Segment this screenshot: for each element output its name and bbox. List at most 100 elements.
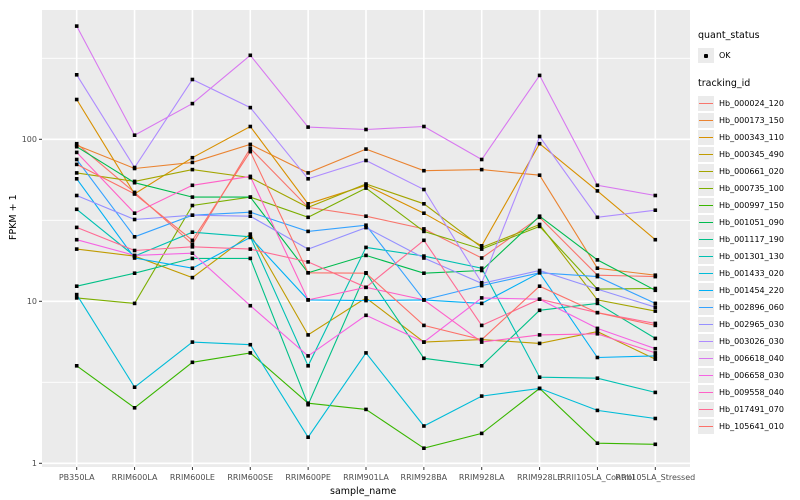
data-point [537,268,542,273]
data-point [537,386,542,391]
legend-key-box [698,283,714,298]
legend-entry-label: Hb_009558_040 [719,388,784,397]
data-point [190,167,195,172]
data-point [74,247,79,251]
data-point [74,171,79,175]
data-point [132,192,137,196]
legend-entry-Hb_000997_150: Hb_000997_150 [698,197,798,214]
data-point [306,354,310,358]
data-point [537,73,542,78]
series-color-line-icon [699,409,713,410]
data-point [653,321,658,326]
data-point [422,238,426,243]
data-point [364,225,368,230]
data-point [364,147,368,151]
data-point [132,406,137,410]
data-point [364,223,368,227]
legend-entry-label: Hb_000997_150 [719,201,784,210]
y-tick-label: 1 [32,459,37,468]
data-point [422,298,426,302]
series-color-line-icon [699,392,713,393]
data-point [306,247,310,251]
legend-entry-label: Hb_000024_120 [719,99,784,108]
data-point [595,266,600,270]
data-point [306,177,310,181]
legend-entry-label: Hb_000661_020 [719,167,784,176]
legend-entry-Hb_006658_030: Hb_006658_030 [698,367,798,384]
data-point [306,333,310,337]
data-point [653,193,658,198]
data-point [479,431,484,436]
data-point [190,340,195,344]
data-point [132,217,137,222]
legend-entry-label: Hb_001301_130 [719,252,784,261]
legend-quant-status-key: OK [698,47,798,64]
data-point [364,351,368,355]
x-tick-label: RRIM600PE [285,473,331,482]
legend-key-box [698,368,714,383]
data-point [364,214,368,218]
data-point [190,183,195,188]
data-point [479,301,484,306]
legend-key-box [698,385,714,400]
series-color-line-icon [699,341,713,342]
data-point [595,258,600,262]
data-point [479,337,484,342]
data-point [422,254,426,258]
legend-tracking-id-title: tracking_id [698,78,751,89]
data-point [364,296,368,300]
legend-key-box [698,419,714,434]
data-point [74,97,79,102]
legend-key-box [698,249,714,264]
legend-key-box [698,147,714,162]
legend-entry-label: Hb_001454_220 [719,286,784,295]
series-color-line-icon [699,103,713,104]
data-point [364,186,368,190]
data-point [364,271,368,275]
legend-key-box [698,266,714,281]
data-point [74,292,79,297]
data-point [422,256,426,260]
legend-entry-label: Hb_017491_070 [719,405,784,414]
legend-entry-label: Hb_006658_030 [719,371,784,380]
data-point [190,360,195,365]
series-color-line-icon [699,290,713,291]
data-point [595,332,600,336]
data-point [306,171,310,175]
series-color-line-icon [699,375,713,376]
legend-key-box [698,334,714,349]
data-point [190,256,195,261]
legend-key-box [698,232,714,247]
series-color-line-icon [699,307,713,308]
data-point [653,390,658,395]
data-point [537,341,542,346]
legend-key-box [698,48,714,63]
data-point [74,193,79,198]
legend-entry-Hb_001051_090: Hb_001051_090 [698,214,798,231]
legend-entry-Hb_017491_070: Hb_017491_070 [698,401,798,418]
data-point [248,149,253,154]
data-point [595,301,600,306]
data-point [74,237,79,242]
series-color-line-icon [699,324,713,325]
data-point [190,213,195,217]
data-point [132,180,137,185]
data-point [190,230,195,234]
data-point [653,273,658,277]
legend-entry-Hb_009558_040: Hb_009558_040 [698,384,798,401]
series-color-line-icon [699,137,713,138]
data-point [595,441,600,445]
data-point [190,77,195,82]
legend-entry-Hb_000343_110: Hb_000343_110 [698,129,798,146]
y-axis-title: FPKM + 1 [8,194,19,240]
data-point [248,174,253,179]
legend-entry-label: Hb_002965_030 [719,320,784,329]
legend-entry-Hb_105641_010: Hb_105641_010 [698,418,798,435]
data-point [74,24,79,28]
data-point [74,207,79,212]
data-point [537,173,542,177]
data-point [364,313,368,318]
data-point [364,245,368,250]
data-point [422,356,426,361]
legend-entry-Hb_001301_130: Hb_001301_130 [698,248,798,265]
